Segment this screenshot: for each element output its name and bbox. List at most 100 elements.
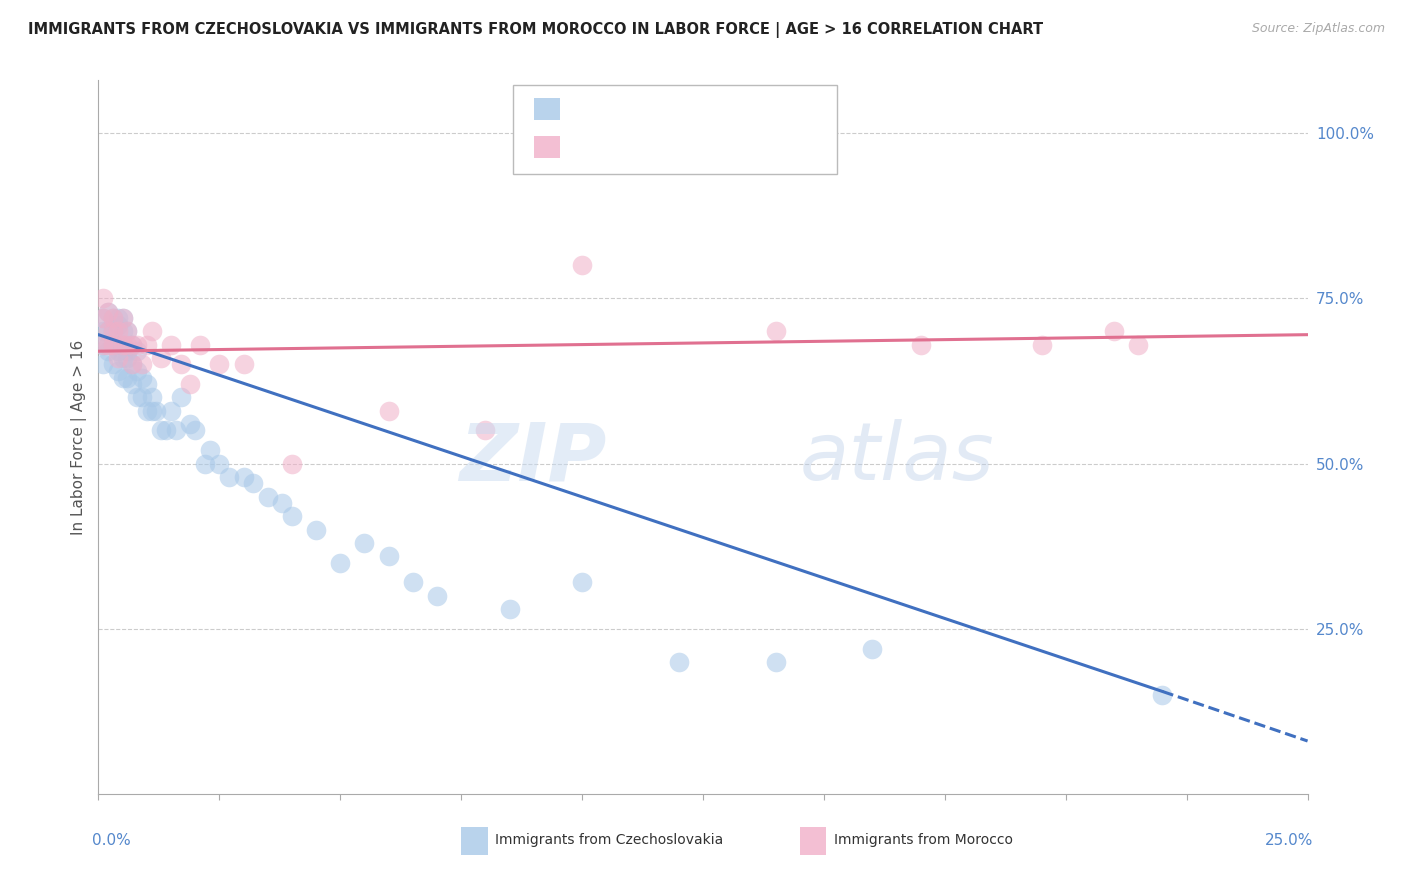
Point: [91, 358, 114, 372]
Point: [377, 403, 399, 417]
Point: [107, 318, 129, 332]
Point: [150, 351, 173, 365]
Point: [169, 358, 191, 372]
Point: [188, 337, 211, 351]
Point: [117, 344, 139, 359]
Point: [179, 417, 201, 431]
Point: [256, 490, 278, 504]
Point: [127, 344, 149, 359]
Point: [377, 549, 399, 563]
Point: [111, 370, 134, 384]
Point: [165, 424, 187, 438]
Point: [97, 304, 120, 318]
Point: [179, 377, 201, 392]
Point: [131, 358, 153, 372]
Bar: [461, 828, 488, 855]
Point: [141, 403, 163, 417]
Point: [160, 403, 183, 417]
Point: [353, 536, 375, 550]
Text: 0.0%: 0.0%: [93, 833, 131, 848]
Point: [107, 344, 129, 359]
Point: [107, 324, 129, 338]
Point: [305, 523, 328, 537]
Point: [765, 655, 787, 669]
Text: Immigrants from Morocco: Immigrants from Morocco: [834, 833, 1012, 847]
Point: [111, 311, 134, 326]
Point: [131, 391, 153, 405]
Point: [232, 358, 254, 372]
Point: [141, 391, 163, 405]
Point: [281, 509, 304, 524]
Text: 25.0%: 25.0%: [1265, 833, 1313, 848]
Point: [91, 311, 114, 326]
Point: [91, 337, 114, 351]
Point: [232, 469, 254, 483]
Y-axis label: In Labor Force | Age > 16: In Labor Force | Age > 16: [72, 340, 87, 534]
Point: [91, 324, 114, 338]
Point: [117, 351, 139, 365]
Point: [860, 641, 883, 656]
Point: [208, 358, 231, 372]
Point: [97, 337, 120, 351]
Point: [169, 391, 191, 405]
Point: [107, 351, 129, 365]
Point: [765, 324, 787, 338]
Point: [198, 443, 221, 458]
Point: [145, 403, 167, 417]
Point: [1102, 324, 1125, 338]
Point: [141, 324, 163, 338]
Text: R = -0.496   N = 67: R = -0.496 N = 67: [569, 100, 733, 118]
Point: [135, 377, 157, 392]
Point: [155, 424, 177, 438]
Point: [498, 602, 520, 616]
Text: Immigrants from Czechoslovakia: Immigrants from Czechoslovakia: [495, 833, 723, 847]
Text: ZIP: ZIP: [458, 419, 606, 498]
Point: [1152, 688, 1174, 702]
Point: [91, 291, 114, 305]
Point: [127, 391, 149, 405]
Point: [426, 589, 449, 603]
Point: [97, 304, 120, 318]
Point: [121, 358, 143, 372]
Point: [117, 324, 139, 338]
Point: [111, 351, 134, 365]
Point: [150, 424, 173, 438]
Point: [242, 476, 264, 491]
Point: [101, 311, 124, 326]
Point: [107, 364, 129, 378]
Point: [184, 424, 207, 438]
Point: [107, 311, 129, 326]
Point: [127, 337, 149, 351]
Point: [97, 324, 120, 338]
Point: [668, 655, 690, 669]
Point: [111, 311, 134, 326]
Point: [194, 457, 217, 471]
Point: [101, 311, 124, 326]
Point: [117, 370, 139, 384]
Point: [910, 337, 932, 351]
Point: [111, 337, 134, 351]
Point: [97, 344, 120, 359]
Text: IMMIGRANTS FROM CZECHOSLOVAKIA VS IMMIGRANTS FROM MOROCCO IN LABOR FORCE | AGE >: IMMIGRANTS FROM CZECHOSLOVAKIA VS IMMIGR…: [28, 22, 1043, 38]
Point: [1128, 337, 1150, 351]
Point: [135, 403, 157, 417]
Point: [474, 424, 496, 438]
Point: [571, 575, 593, 590]
Point: [111, 337, 134, 351]
Point: [571, 258, 593, 272]
Point: [121, 337, 143, 351]
Point: [101, 358, 124, 372]
Point: [121, 337, 143, 351]
Point: [101, 337, 124, 351]
Point: [121, 377, 143, 392]
Point: [91, 311, 114, 326]
Text: Source: ZipAtlas.com: Source: ZipAtlas.com: [1251, 22, 1385, 36]
Text: atlas: atlas: [800, 419, 994, 498]
Point: [218, 469, 240, 483]
Point: [127, 364, 149, 378]
Point: [121, 358, 143, 372]
Point: [329, 556, 352, 570]
Point: [271, 496, 294, 510]
Point: [91, 337, 114, 351]
Point: [117, 324, 139, 338]
